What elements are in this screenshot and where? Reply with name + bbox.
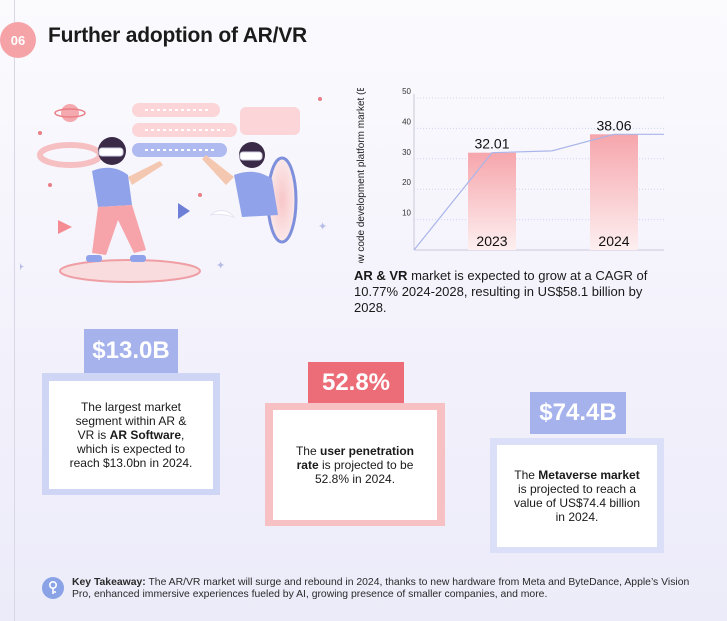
ar-vr-illustration: ✦ ✦ ✦ (20, 97, 327, 283)
svg-text:✦: ✦ (318, 220, 327, 233)
chart-y-axis-label: Low code development platform market (Bi… (356, 88, 367, 263)
chart-value-label: 32.01 (474, 136, 509, 152)
stat-card-penetration: The user penetration rate is projected t… (273, 410, 437, 520)
chart-y-tick-label: 30 (402, 148, 411, 157)
svg-text:✦: ✦ (216, 259, 225, 272)
svg-text:✦: ✦ (20, 260, 25, 274)
stat-value-ar-software: $13.0B (84, 329, 178, 373)
chart-value-label: 38.06 (596, 117, 631, 133)
stat-card-ar-software: The largest market segment within AR & V… (49, 381, 213, 489)
chart-y-tick-label: 20 (402, 178, 411, 187)
chart-bar-2024 (590, 134, 638, 250)
timeline-line (14, 0, 15, 621)
stat-value-metaverse: $74.4B (530, 392, 626, 434)
chart-category-label: 2024 (598, 233, 629, 249)
stat-card-metaverse: The Metaverse market is projected to rea… (497, 445, 657, 547)
trend-line (413, 133, 664, 251)
chart-y-tick-label: 10 (402, 209, 411, 218)
section-number-badge: 06 (0, 22, 36, 58)
market-growth-text: AR & VR market is expected to grow at a … (354, 268, 648, 315)
chart-category-label: 2023 (476, 233, 507, 249)
chart-y-tick-label: 40 (402, 117, 411, 126)
key-takeaway: Key Takeaway: The AR/VR market will surg… (72, 577, 690, 600)
chart-bar-2023 (468, 152, 516, 250)
key-icon (42, 577, 64, 599)
stat-value-penetration: 52.8% (308, 362, 404, 403)
market-bar-chart: 10 20 30 40 50 32.01 2023 38.06 2024 Low code d… (356, 88, 664, 263)
page-title: Further adoption of AR/VR (48, 24, 308, 47)
chart-y-tick-label: 50 (402, 88, 411, 96)
